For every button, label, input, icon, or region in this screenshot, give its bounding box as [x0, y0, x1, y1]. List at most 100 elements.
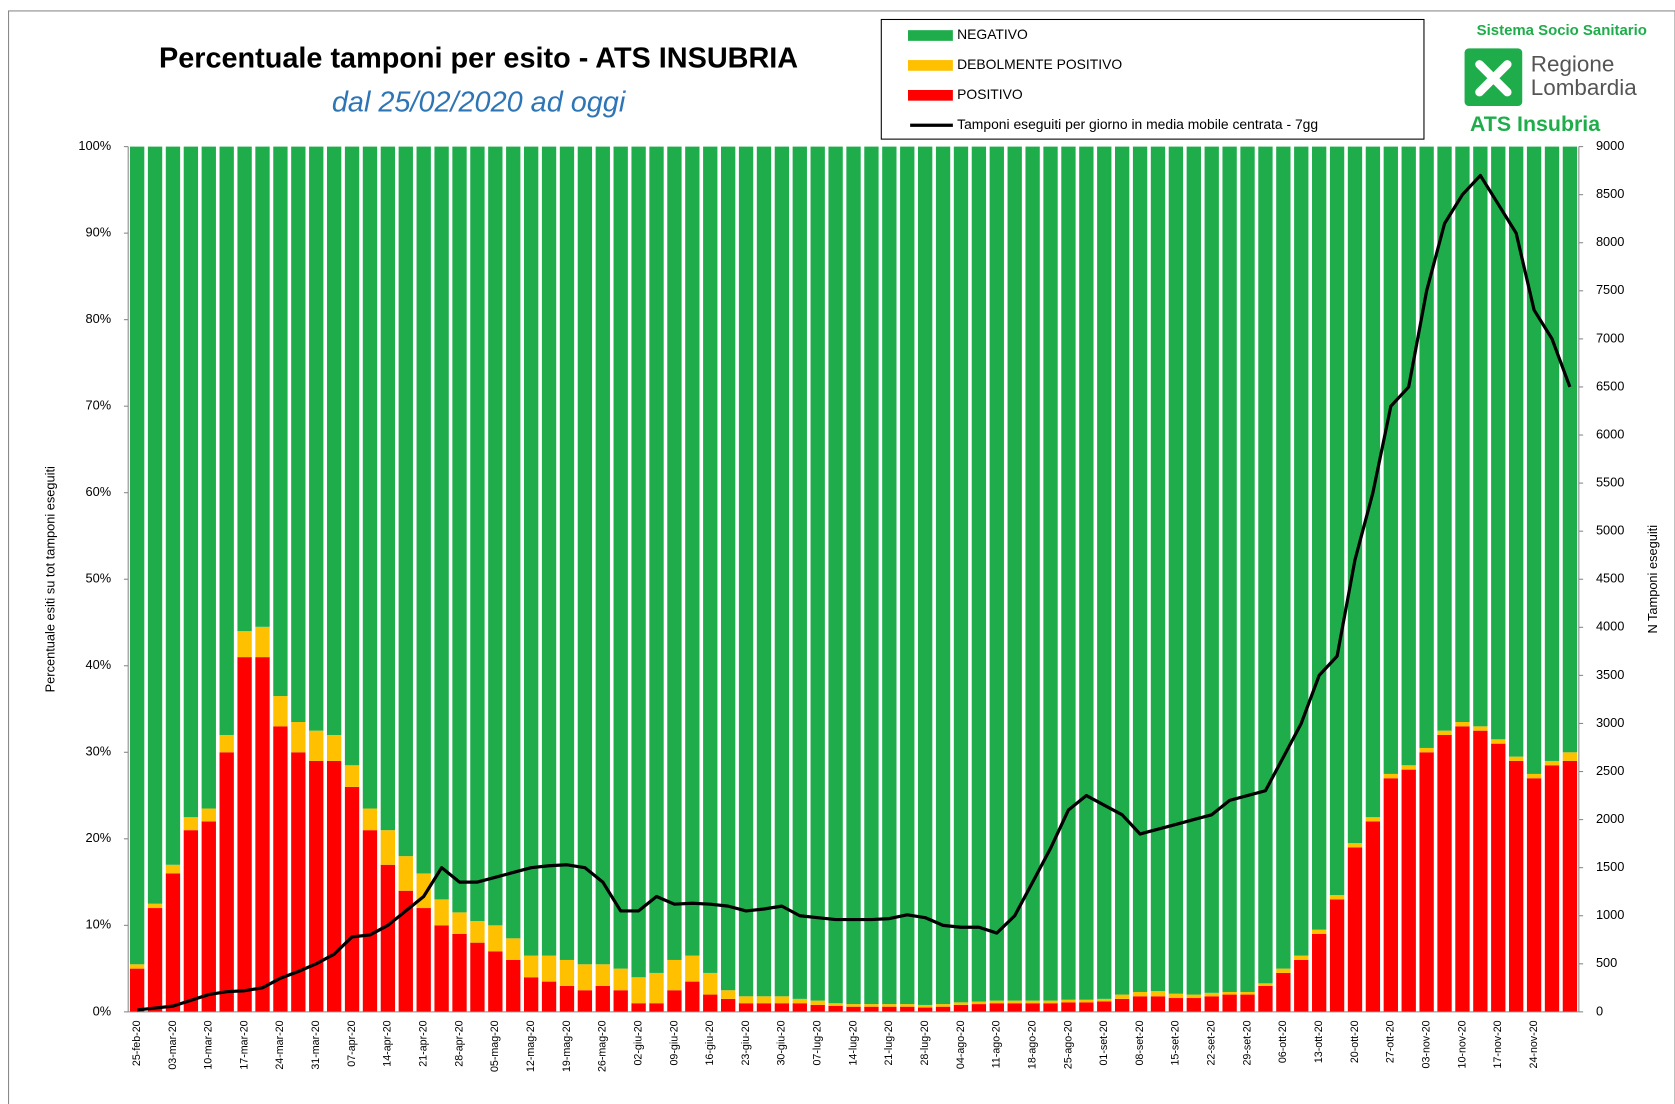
bar-segment	[864, 1004, 879, 1007]
bar-segment	[147, 908, 163, 1012]
bar-segment	[129, 968, 145, 1012]
y2-tick-label: 6500	[1596, 378, 1624, 393]
bar-segment	[649, 146, 664, 973]
x-tick-label: 02-giu-20	[632, 1020, 644, 1065]
y2-tick-label: 3500	[1596, 667, 1624, 682]
logo: Sistema Socio Sanitario Regione Lombardi…	[1464, 22, 1647, 136]
bar-segment	[147, 903, 163, 909]
bar-segment	[1168, 993, 1184, 999]
bar-segment	[935, 1006, 951, 1012]
bar-segment	[1150, 991, 1166, 997]
logo-name1: Regione	[1531, 51, 1615, 76]
bar-segment	[1258, 985, 1273, 1012]
bar-segment	[1061, 999, 1076, 1003]
bar-segment	[1383, 778, 1398, 1012]
bar-segment	[846, 1006, 861, 1012]
legend-swatch	[908, 60, 953, 71]
bar-segment	[165, 864, 181, 874]
bar-segment	[559, 146, 575, 960]
bar-segment	[1419, 747, 1434, 753]
bar-segment	[953, 1002, 969, 1005]
y2-tick-label: 3000	[1596, 715, 1624, 730]
x-tick-label: 06-ott-20	[1277, 1020, 1289, 1063]
x-tick-label: 12-mag-20	[525, 1020, 537, 1072]
bar-segment	[434, 925, 449, 1012]
y-tick-label: 90%	[85, 225, 111, 240]
bar-segment	[1186, 994, 1201, 999]
bar-segment	[667, 146, 682, 960]
bar-segment	[882, 1004, 897, 1007]
x-tick-label: 26-mag-20	[597, 1020, 609, 1072]
bar-segment	[900, 1004, 915, 1007]
y2-tick-label: 4500	[1596, 571, 1624, 586]
bar-segment	[147, 146, 163, 904]
x-tick-label: 07-lug-20	[812, 1020, 824, 1065]
bar-segment	[667, 990, 682, 1012]
bar-segment	[1240, 146, 1255, 992]
bar-segment	[1562, 760, 1578, 1012]
bar-segment	[1097, 1001, 1112, 1012]
bar-segment	[649, 1003, 664, 1012]
x-tick-label: 07-apr-20	[346, 1020, 358, 1066]
bar-segment	[362, 146, 378, 809]
x-tick-label: 28-apr-20	[453, 1020, 465, 1066]
bar-segment	[971, 1004, 987, 1012]
legend-box	[880, 18, 1425, 140]
bar-segment	[1061, 1002, 1076, 1012]
legend-swatch	[908, 30, 953, 41]
y-tick-label: 60%	[85, 484, 111, 499]
bar-segment	[452, 912, 467, 935]
bar-segment	[989, 146, 1004, 1001]
bar-segment	[129, 964, 145, 969]
bar-segment	[1097, 998, 1112, 1002]
bar-segment	[1329, 895, 1345, 900]
y-tick-label: 20%	[85, 830, 111, 845]
bar-segment	[1544, 146, 1560, 761]
bar-segment	[506, 146, 521, 939]
bar-segment	[577, 990, 593, 1012]
bar-segment	[1276, 968, 1291, 973]
bar-segment	[774, 146, 790, 997]
bar-segment	[1043, 1000, 1058, 1004]
bar-segment	[900, 146, 915, 1005]
bar-segment	[1455, 146, 1470, 723]
bar-segment	[1526, 146, 1542, 774]
bar-segment	[1007, 146, 1022, 1001]
x-tick-label: 20-ott-20	[1349, 1020, 1361, 1063]
bar-segment	[1509, 756, 1524, 761]
y-tick-label: 100%	[78, 138, 111, 153]
bar-segment	[219, 146, 234, 735]
x-tick-label: 18-ago-20	[1026, 1020, 1038, 1069]
bar-segment	[1526, 773, 1542, 779]
y-tick-label: 70%	[85, 398, 111, 413]
bar-segment	[291, 722, 306, 753]
bar-segment	[1473, 146, 1488, 727]
x-tick-label: 17-nov-20	[1492, 1020, 1504, 1068]
bar-segment	[703, 146, 718, 973]
bar-segment	[1222, 994, 1237, 1012]
y-axis-label: Percentuale esiti su tot tamponi eseguit…	[43, 466, 58, 692]
y2-tick-label: 7000	[1596, 330, 1624, 345]
bar-segment	[577, 964, 593, 991]
logo-bottom: ATS Insubria	[1470, 112, 1601, 136]
bar-segment	[452, 146, 467, 913]
bar-segment	[1401, 146, 1416, 766]
bar-segment	[398, 146, 413, 857]
bar-segment	[1365, 817, 1381, 822]
y2-tick-label: 5000	[1596, 523, 1624, 538]
bar-segment	[488, 951, 503, 1012]
y2-tick-label: 9000	[1596, 138, 1624, 153]
bar-segment	[1491, 146, 1506, 740]
bar-segment	[1204, 992, 1219, 997]
bar-segment	[846, 1004, 861, 1007]
bar-segment	[720, 146, 736, 991]
bar-segment	[1097, 146, 1112, 999]
bar-segment	[398, 890, 413, 1012]
y-tick-label: 50%	[85, 571, 111, 586]
bar-segment	[917, 1007, 933, 1012]
bar-segment	[1132, 996, 1148, 1012]
bar-segment	[1025, 146, 1040, 1001]
x-tick-label: 11-ago-20	[991, 1020, 1003, 1068]
bar-segment	[309, 730, 324, 761]
